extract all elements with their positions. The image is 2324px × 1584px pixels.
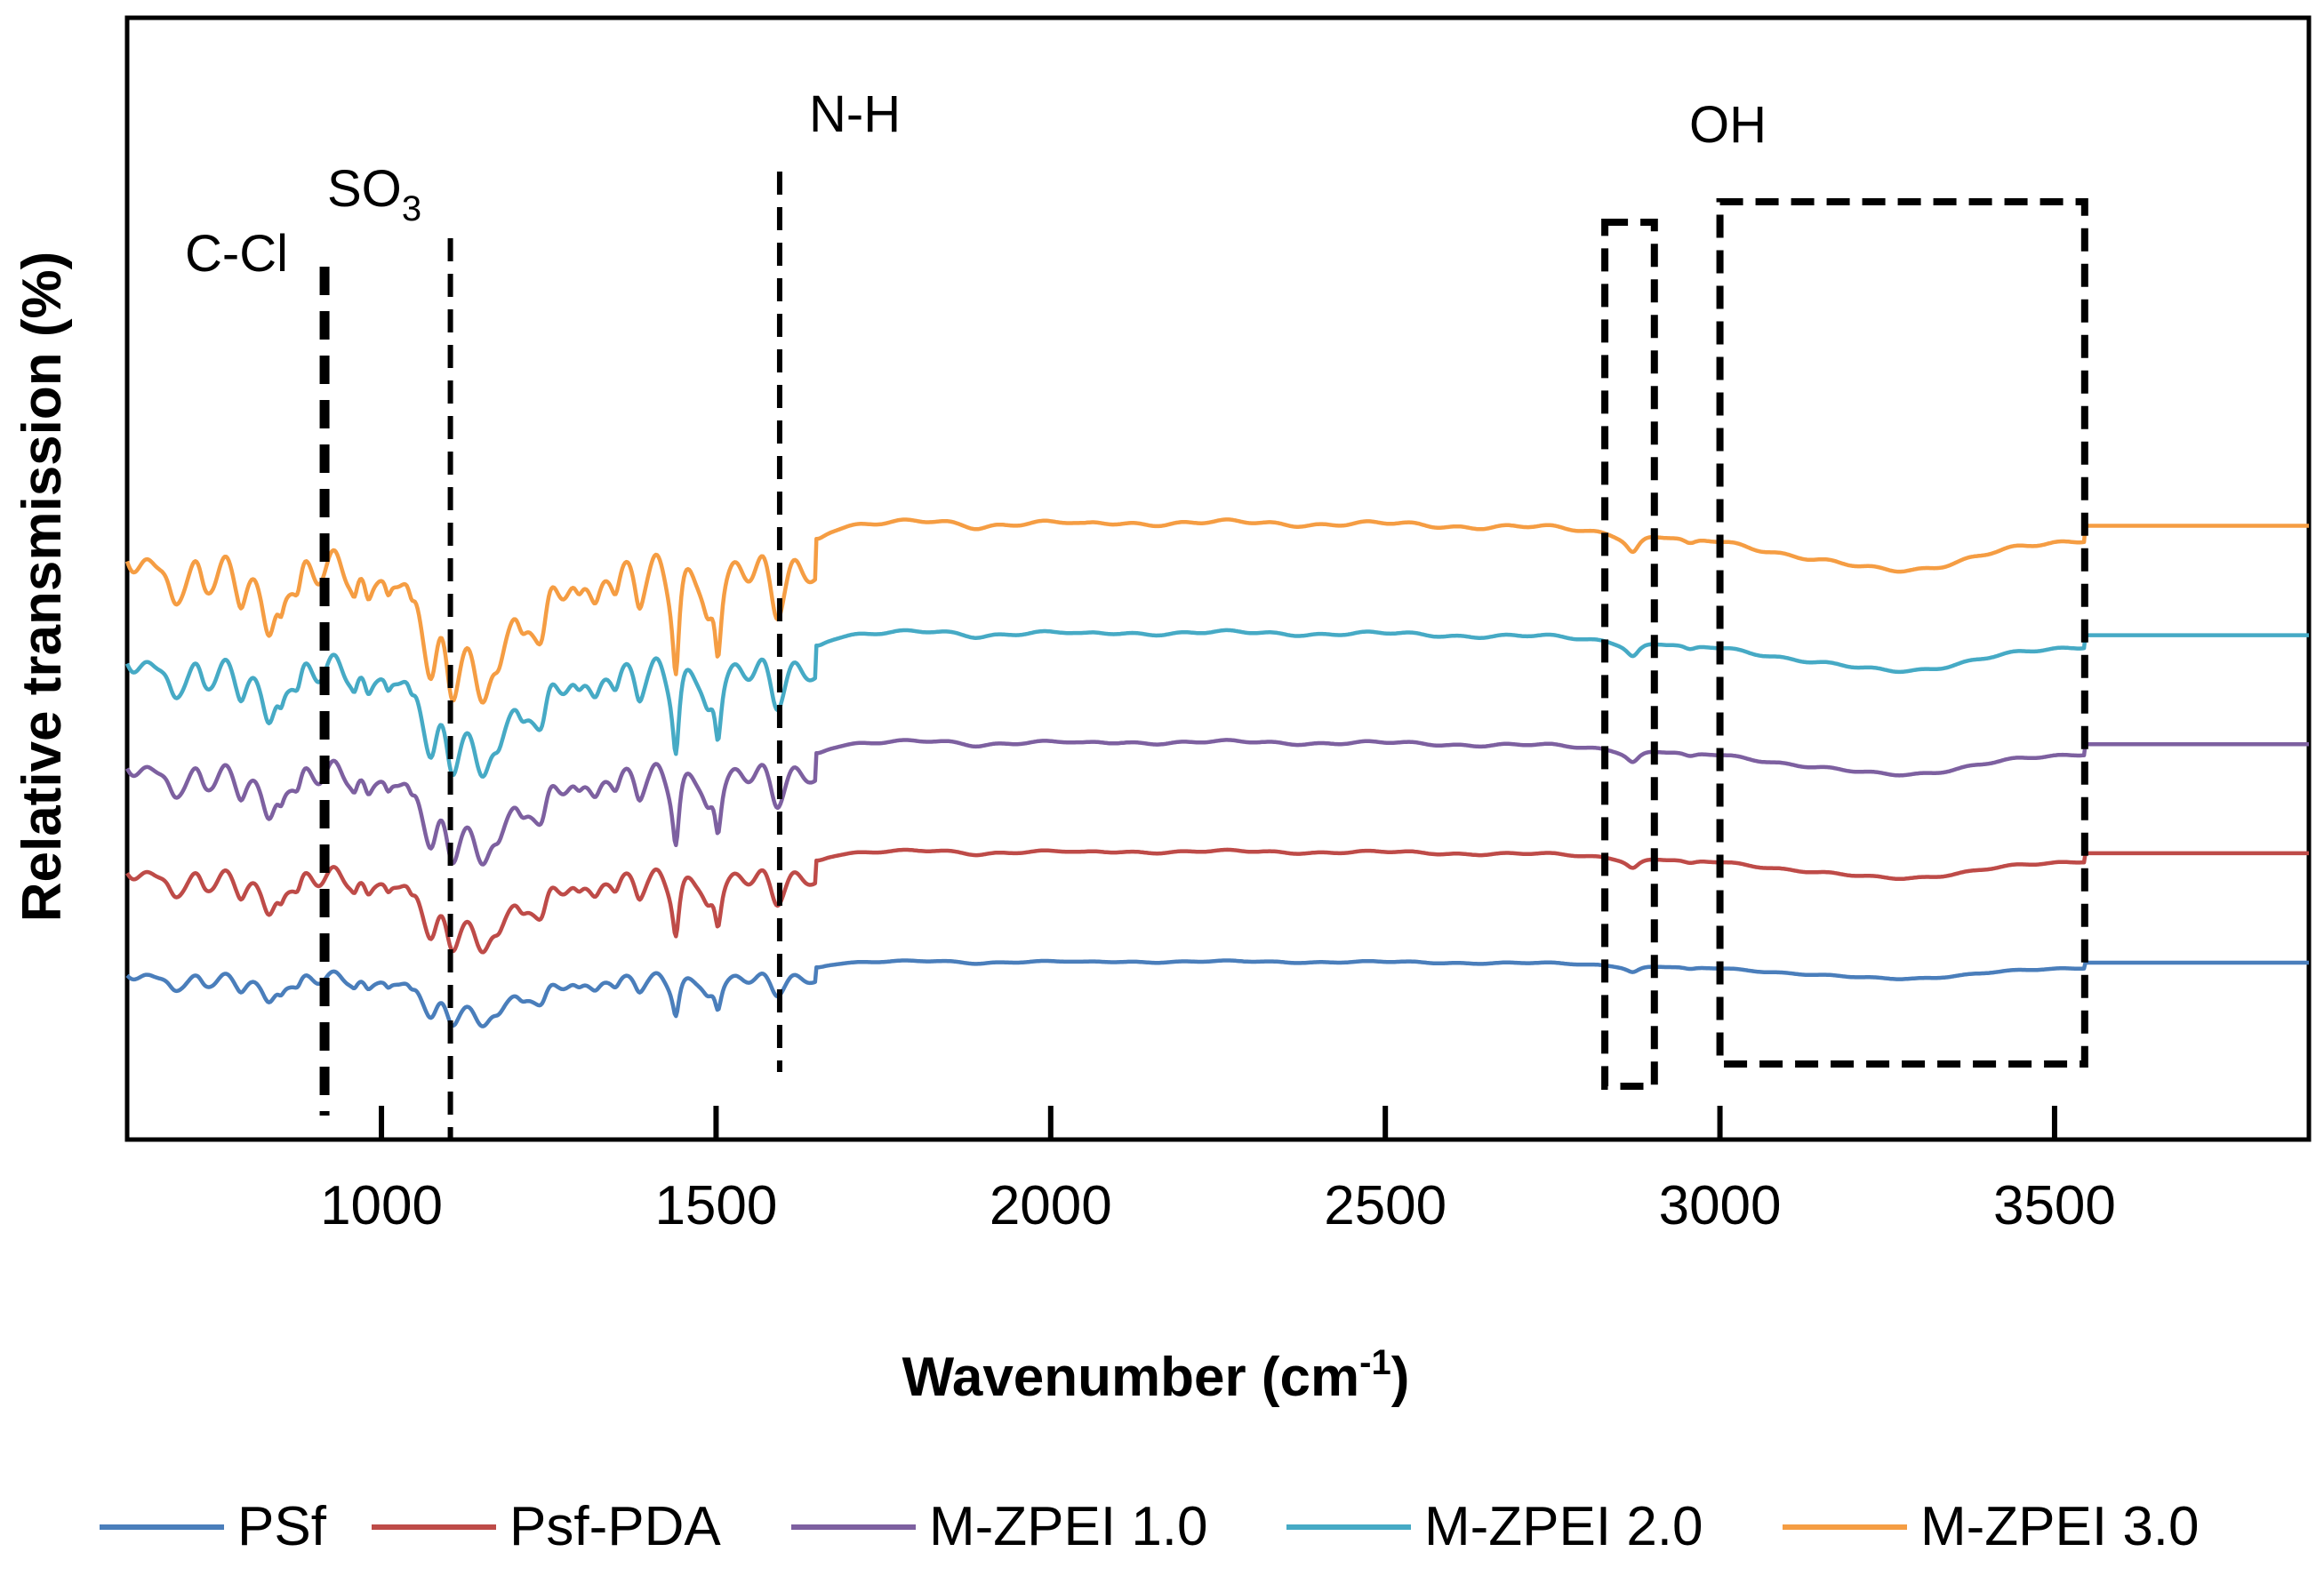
x-axis-title-tail: ) bbox=[1391, 1347, 1410, 1408]
legend-label-m-zpei-3-0: M-ZPEI 3.0 bbox=[1920, 1496, 2200, 1557]
x-tick-label-2500: 2500 bbox=[1324, 1175, 1446, 1236]
annotation-label-n-h: N-H bbox=[809, 85, 901, 143]
x-axis-title: Wavenumber (cm-1) bbox=[902, 1343, 1410, 1408]
series-line-m-zpei-2-0 bbox=[124, 628, 2310, 779]
plot-frame bbox=[124, 15, 2312, 1142]
x-tick-label-3000: 3000 bbox=[1659, 1175, 1782, 1236]
x-axis-title-main: Wavenumber (cm bbox=[902, 1347, 1360, 1408]
series-line-m-zpei-3-0 bbox=[124, 517, 2310, 705]
legend-label-psf: PSf bbox=[237, 1496, 327, 1557]
legend-label-m-zpei-1-0: M-ZPEI 1.0 bbox=[929, 1496, 1208, 1557]
x-tick-label-3500: 3500 bbox=[1993, 1175, 2116, 1236]
annotation-label-oh: OH bbox=[1689, 96, 1767, 154]
y-axis-title: Relative transmission (%) bbox=[12, 252, 73, 923]
series-line-m-zpei-1-0 bbox=[125, 738, 2310, 867]
x-tick-label-2000: 2000 bbox=[990, 1175, 1112, 1236]
x-axis-title-superscript: -1 bbox=[1359, 1343, 1391, 1382]
series-layer bbox=[124, 517, 2310, 1028]
legend-label-m-zpei-2-0: M-ZPEI 2.0 bbox=[1424, 1496, 1703, 1557]
series-line-psf-pda bbox=[125, 847, 2310, 955]
x-axis-ticks: 1000 1500 2000 2500 3000 3500 bbox=[320, 1106, 2116, 1236]
legend-label-psf-pda: Psf-PDA bbox=[509, 1496, 721, 1557]
x-tick-label-1500: 1500 bbox=[654, 1175, 777, 1236]
annotation-layer: C-Cl SO3 N-H OH bbox=[185, 85, 2088, 1140]
annotation-label-so: SO3 bbox=[327, 160, 421, 228]
annotation-label-c-cl: C-Cl bbox=[185, 225, 288, 283]
legend: PSf Psf-PDA M-ZPEI 1.0 M-ZPEI 2.0 M-ZPEI 3.0 bbox=[100, 1496, 2200, 1557]
marker-box-wide bbox=[1716, 198, 2088, 1068]
marker-box-narrow bbox=[1601, 219, 1658, 1090]
x-tick-label-1000: 1000 bbox=[320, 1175, 443, 1236]
series-line-psf bbox=[125, 958, 2310, 1028]
